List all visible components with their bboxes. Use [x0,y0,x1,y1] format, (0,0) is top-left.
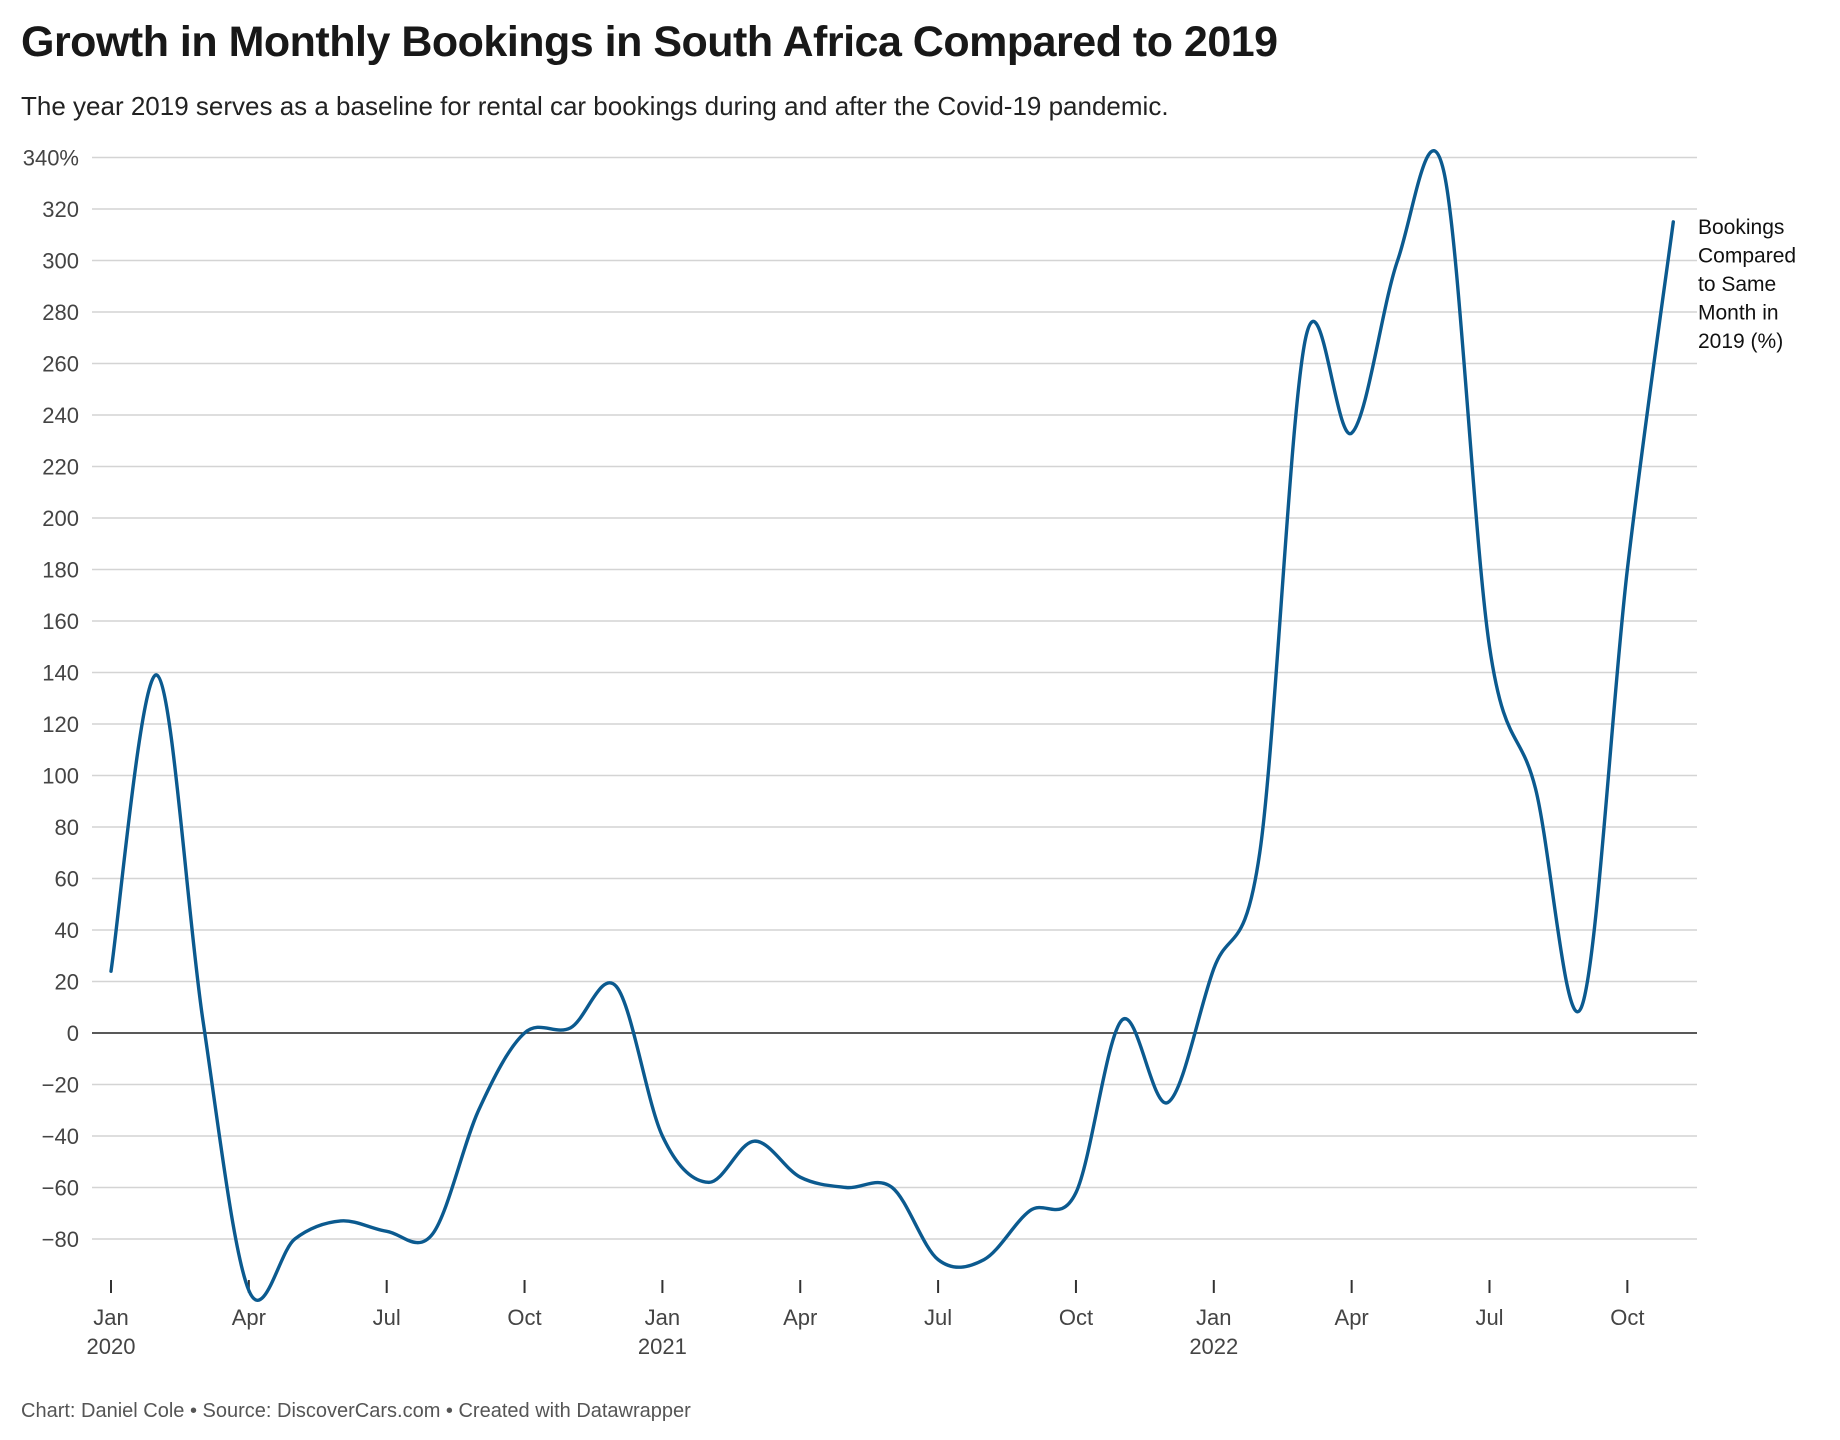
x-tick-label: Oct [1059,1305,1093,1330]
x-tick-year-label: 2020 [87,1334,136,1359]
chart-subtitle: The year 2019 serves as a baseline for r… [21,91,1169,121]
series-label: Compared [1698,245,1796,268]
y-tick-label: 0 [67,1021,79,1046]
y-tick-label: −20 [42,1073,79,1098]
x-tick-label: Apr [1335,1305,1369,1330]
y-tick-label: 340% [23,146,79,171]
chart-title: Growth in Monthly Bookings in South Afri… [21,18,1278,66]
y-tick-label: 160 [42,609,79,634]
y-tick-label: 80 [55,815,79,840]
y-tick-label: −60 [42,1176,79,1201]
chart-footer: Chart: Daniel Cole • Source: DiscoverCar… [21,1400,691,1422]
y-tick-label: 300 [42,249,79,274]
x-tick-label: Apr [783,1305,817,1330]
x-tick-label: Jan [93,1305,128,1330]
series-label: Month in [1698,302,1779,325]
x-tick-label: Jan [1196,1305,1231,1330]
x-tick-label: Apr [232,1305,266,1330]
x-tick-label: Oct [507,1305,541,1330]
x-tick-year-label: 2022 [1189,1334,1238,1359]
x-tick-label: Jul [373,1305,401,1330]
x-tick-label: Jul [1475,1305,1503,1330]
y-tick-label: 120 [42,712,79,737]
y-tick-label: 320 [42,197,79,222]
y-tick-label: 140 [42,661,79,686]
x-tick-year-label: 2021 [638,1334,687,1359]
y-tick-label: 60 [55,867,79,892]
y-tick-label: −40 [42,1124,79,1149]
series-label: 2019 (%) [1698,330,1783,353]
x-tick-label: Jul [924,1305,952,1330]
series-label: to Same [1698,273,1776,296]
y-tick-label: 200 [42,506,79,531]
y-tick-label: 240 [42,403,79,428]
series-line [109,149,1675,1302]
y-tick-label: 220 [42,455,79,480]
x-tick-label: Jan [645,1305,680,1330]
y-tick-label: 20 [55,970,79,995]
y-tick-label: 280 [42,300,79,325]
y-tick-label: 100 [42,764,79,789]
series-label: Bookings [1698,216,1784,239]
y-tick-label: 260 [42,352,79,377]
y-tick-label: 40 [55,918,79,943]
x-tick-label: Oct [1610,1305,1644,1330]
y-tick-label: 180 [42,558,79,583]
y-tick-label: −80 [42,1227,79,1252]
